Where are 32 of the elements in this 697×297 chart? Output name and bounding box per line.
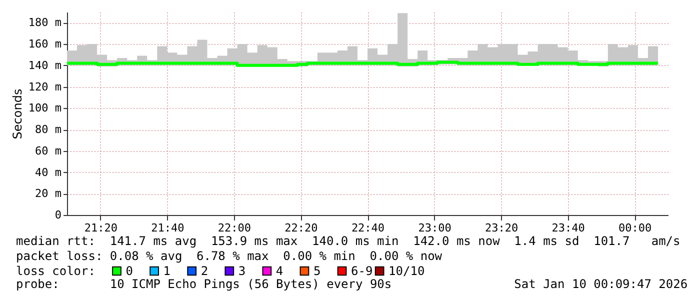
y-tick-label: 140 m xyxy=(28,58,62,72)
x-tick-label: 23:00 xyxy=(418,222,452,234)
y-tick-label: 80 m xyxy=(35,123,62,136)
y-tick-label: 20 m xyxy=(35,187,62,200)
x-tick-label: 23:20 xyxy=(484,222,518,234)
x-tick-label: 00:00 xyxy=(618,222,652,234)
x-tick-label: 21:20 xyxy=(84,222,118,234)
x-tick-label: 22:40 xyxy=(351,222,385,234)
legend-label: 6-9 xyxy=(351,264,373,278)
legend-label: 0 xyxy=(126,264,133,278)
y-tick-label: 180 m xyxy=(28,16,62,30)
x-tick-label: 22:20 xyxy=(284,222,318,234)
text: packet loss: 0.08 % avg 6.78 % max 0.00 % min 0.00 % now xyxy=(16,249,443,263)
legend-label: 4 xyxy=(276,264,284,278)
legend-title: loss color: xyxy=(16,264,96,278)
text: probe: 10 ICMP Echo Pings (56 Bytes) every 90s Sat Jan 10 00:09:47 2026 xyxy=(16,277,688,291)
y-axis-title: Seconds xyxy=(10,88,24,140)
y-tick-label: 120 m xyxy=(28,80,62,94)
x-tick-label: 22:00 xyxy=(218,222,252,234)
x-tick-label: 21:40 xyxy=(151,222,184,234)
x-tick-label: 23:40 xyxy=(552,222,585,234)
y-tick-label: 160 m xyxy=(28,38,62,51)
text: median rtt: 141.7 ms avg 153.9 ms max 140.0 ms min 142.0 ms now 1.4 ms sd 101.7 am/s xyxy=(16,234,680,248)
y-tick-label: 100 m xyxy=(28,102,62,115)
y-tick-label: 40 m xyxy=(35,166,62,179)
y-tick-label: 0 xyxy=(54,208,62,222)
legend-label: 2 xyxy=(200,264,208,278)
legend-label: 10/10 xyxy=(388,264,425,278)
legend-label: 1 xyxy=(163,264,171,278)
y-tick-label: 60 m xyxy=(35,144,62,158)
legend-label: 3 xyxy=(238,264,246,278)
legend-label: 5 xyxy=(313,264,321,278)
